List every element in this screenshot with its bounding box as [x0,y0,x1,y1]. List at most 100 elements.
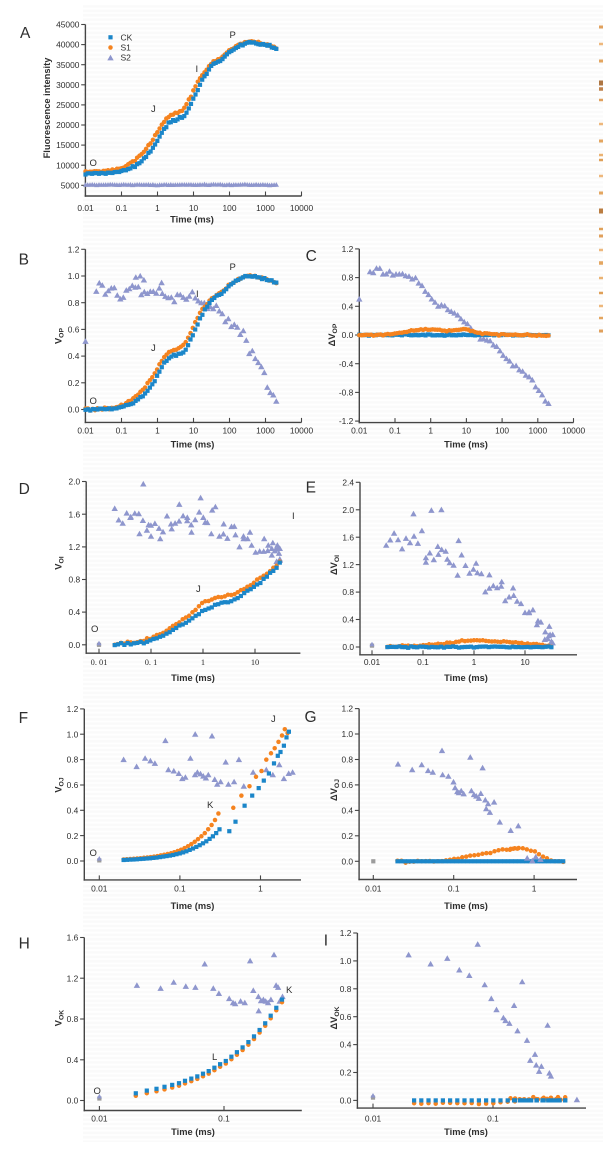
svg-text:ΔVOK: ΔVOK [329,1006,341,1029]
svg-text:0.2: 0.2 [67,831,79,841]
svg-text:0.4: 0.4 [67,805,79,815]
svg-text:45000: 45000 [56,20,80,30]
svg-text:F: F [19,710,28,727]
svg-text:0.1: 0.1 [116,426,128,436]
svg-text:1.2: 1.2 [68,244,80,254]
svg-text:0.8: 0.8 [342,273,354,283]
svg-text:0.4: 0.4 [68,351,80,361]
svg-text:1.6: 1.6 [342,532,354,542]
svg-text:ΔVOP: ΔVOP [327,323,339,346]
svg-text:0.0: 0.0 [69,640,81,650]
svg-text:2.0: 2.0 [342,505,354,515]
svg-text:10: 10 [251,658,259,667]
svg-text:5000: 5000 [61,180,80,190]
svg-text:1000: 1000 [528,426,547,436]
svg-text:J: J [151,343,156,354]
svg-text:S1: S1 [121,43,132,53]
svg-text:O: O [90,158,97,169]
svg-text:0. 01: 0. 01 [91,658,108,667]
svg-text:VOI: VOI [54,556,66,569]
svg-text:VOP: VOP [54,328,66,344]
svg-text:25000: 25000 [56,100,80,110]
svg-text:1.2: 1.2 [67,973,79,983]
svg-text:L: L [212,1052,217,1063]
svg-text:1.6: 1.6 [67,933,79,943]
svg-text:10: 10 [189,203,199,213]
svg-text:0.4: 0.4 [342,615,354,625]
svg-text:1: 1 [532,884,537,894]
svg-text:0.8: 0.8 [340,984,352,994]
svg-text:0.4: 0.4 [342,301,354,311]
svg-text:0.4: 0.4 [341,806,353,816]
svg-text:1.0: 1.0 [67,729,79,739]
svg-text:A: A [20,25,31,42]
svg-text:20000: 20000 [56,120,80,130]
svg-text:0.2: 0.2 [340,1068,352,1078]
svg-text:O: O [90,396,97,407]
svg-text:0.01: 0.01 [365,884,382,894]
svg-text:CK: CK [121,32,133,42]
svg-text:0.01: 0.01 [351,426,368,436]
svg-text:Time (ms): Time (ms) [444,673,488,683]
svg-text:I: I [196,64,199,75]
svg-text:0.01: 0.01 [91,1114,108,1124]
svg-text:0.01: 0.01 [364,657,381,667]
svg-text:10: 10 [520,657,530,667]
svg-text:J: J [151,104,156,115]
svg-text:0.0: 0.0 [67,856,79,866]
svg-text:1.2: 1.2 [341,704,353,714]
svg-text:0.6: 0.6 [341,780,353,790]
svg-text:0. 1: 0. 1 [145,658,158,667]
svg-text:10000: 10000 [290,203,314,213]
svg-text:0.2: 0.2 [341,831,353,841]
svg-text:O: O [91,624,98,635]
svg-text:0.8: 0.8 [69,575,81,585]
svg-text:0.0: 0.0 [68,405,80,415]
svg-text:100: 100 [223,426,237,436]
svg-text:10000: 10000 [562,426,586,436]
svg-text:0.6: 0.6 [340,1012,352,1022]
svg-text:P: P [230,262,236,273]
svg-text:15000: 15000 [56,140,80,150]
svg-text:0.8: 0.8 [68,298,80,308]
svg-text:1.2: 1.2 [67,704,79,714]
svg-text:0.6: 0.6 [68,325,80,335]
svg-text:0.0: 0.0 [342,330,354,340]
svg-text:0.1: 0.1 [448,884,460,894]
svg-text:0.4: 0.4 [340,1040,352,1050]
svg-text:35000: 35000 [56,60,80,70]
svg-text:2.0: 2.0 [69,477,81,487]
svg-text:Time (ms): Time (ms) [171,1127,215,1137]
svg-text:ΔVOJ: ΔVOJ [329,779,341,801]
svg-text:VOK: VOK [54,1010,66,1026]
svg-text:0.01: 0.01 [365,1114,382,1124]
svg-text:1.0: 1.0 [341,729,353,739]
svg-text:100: 100 [223,203,237,213]
svg-text:10: 10 [189,426,199,436]
svg-text:0.8: 0.8 [67,755,79,765]
svg-text:10000: 10000 [56,160,80,170]
svg-text:0.01: 0.01 [91,884,108,894]
svg-text:0.01: 0.01 [77,426,94,436]
svg-text:40000: 40000 [56,40,80,50]
svg-text:1000: 1000 [256,203,275,213]
svg-text:0.1: 0.1 [389,426,401,436]
svg-text:Time (ms): Time (ms) [171,440,215,450]
svg-text:C: C [306,248,317,265]
svg-text:1: 1 [155,203,160,213]
svg-text:Time (ms): Time (ms) [171,673,215,683]
svg-text:-0.4: -0.4 [339,359,354,369]
svg-text:1: 1 [155,426,160,436]
svg-text:Time (ms): Time (ms) [170,214,214,224]
svg-text:1.0: 1.0 [340,956,352,966]
svg-text:0.0: 0.0 [342,642,354,652]
svg-text:Time (ms): Time (ms) [444,901,488,911]
svg-text:1: 1 [258,884,263,894]
svg-text:Time (ms): Time (ms) [171,901,215,911]
svg-text:J: J [271,714,276,725]
svg-text:K: K [286,985,293,996]
svg-text:0.6: 0.6 [67,780,79,790]
svg-text:0.2: 0.2 [68,378,80,388]
svg-text:0.8: 0.8 [67,1014,79,1024]
svg-text:K: K [207,800,214,811]
